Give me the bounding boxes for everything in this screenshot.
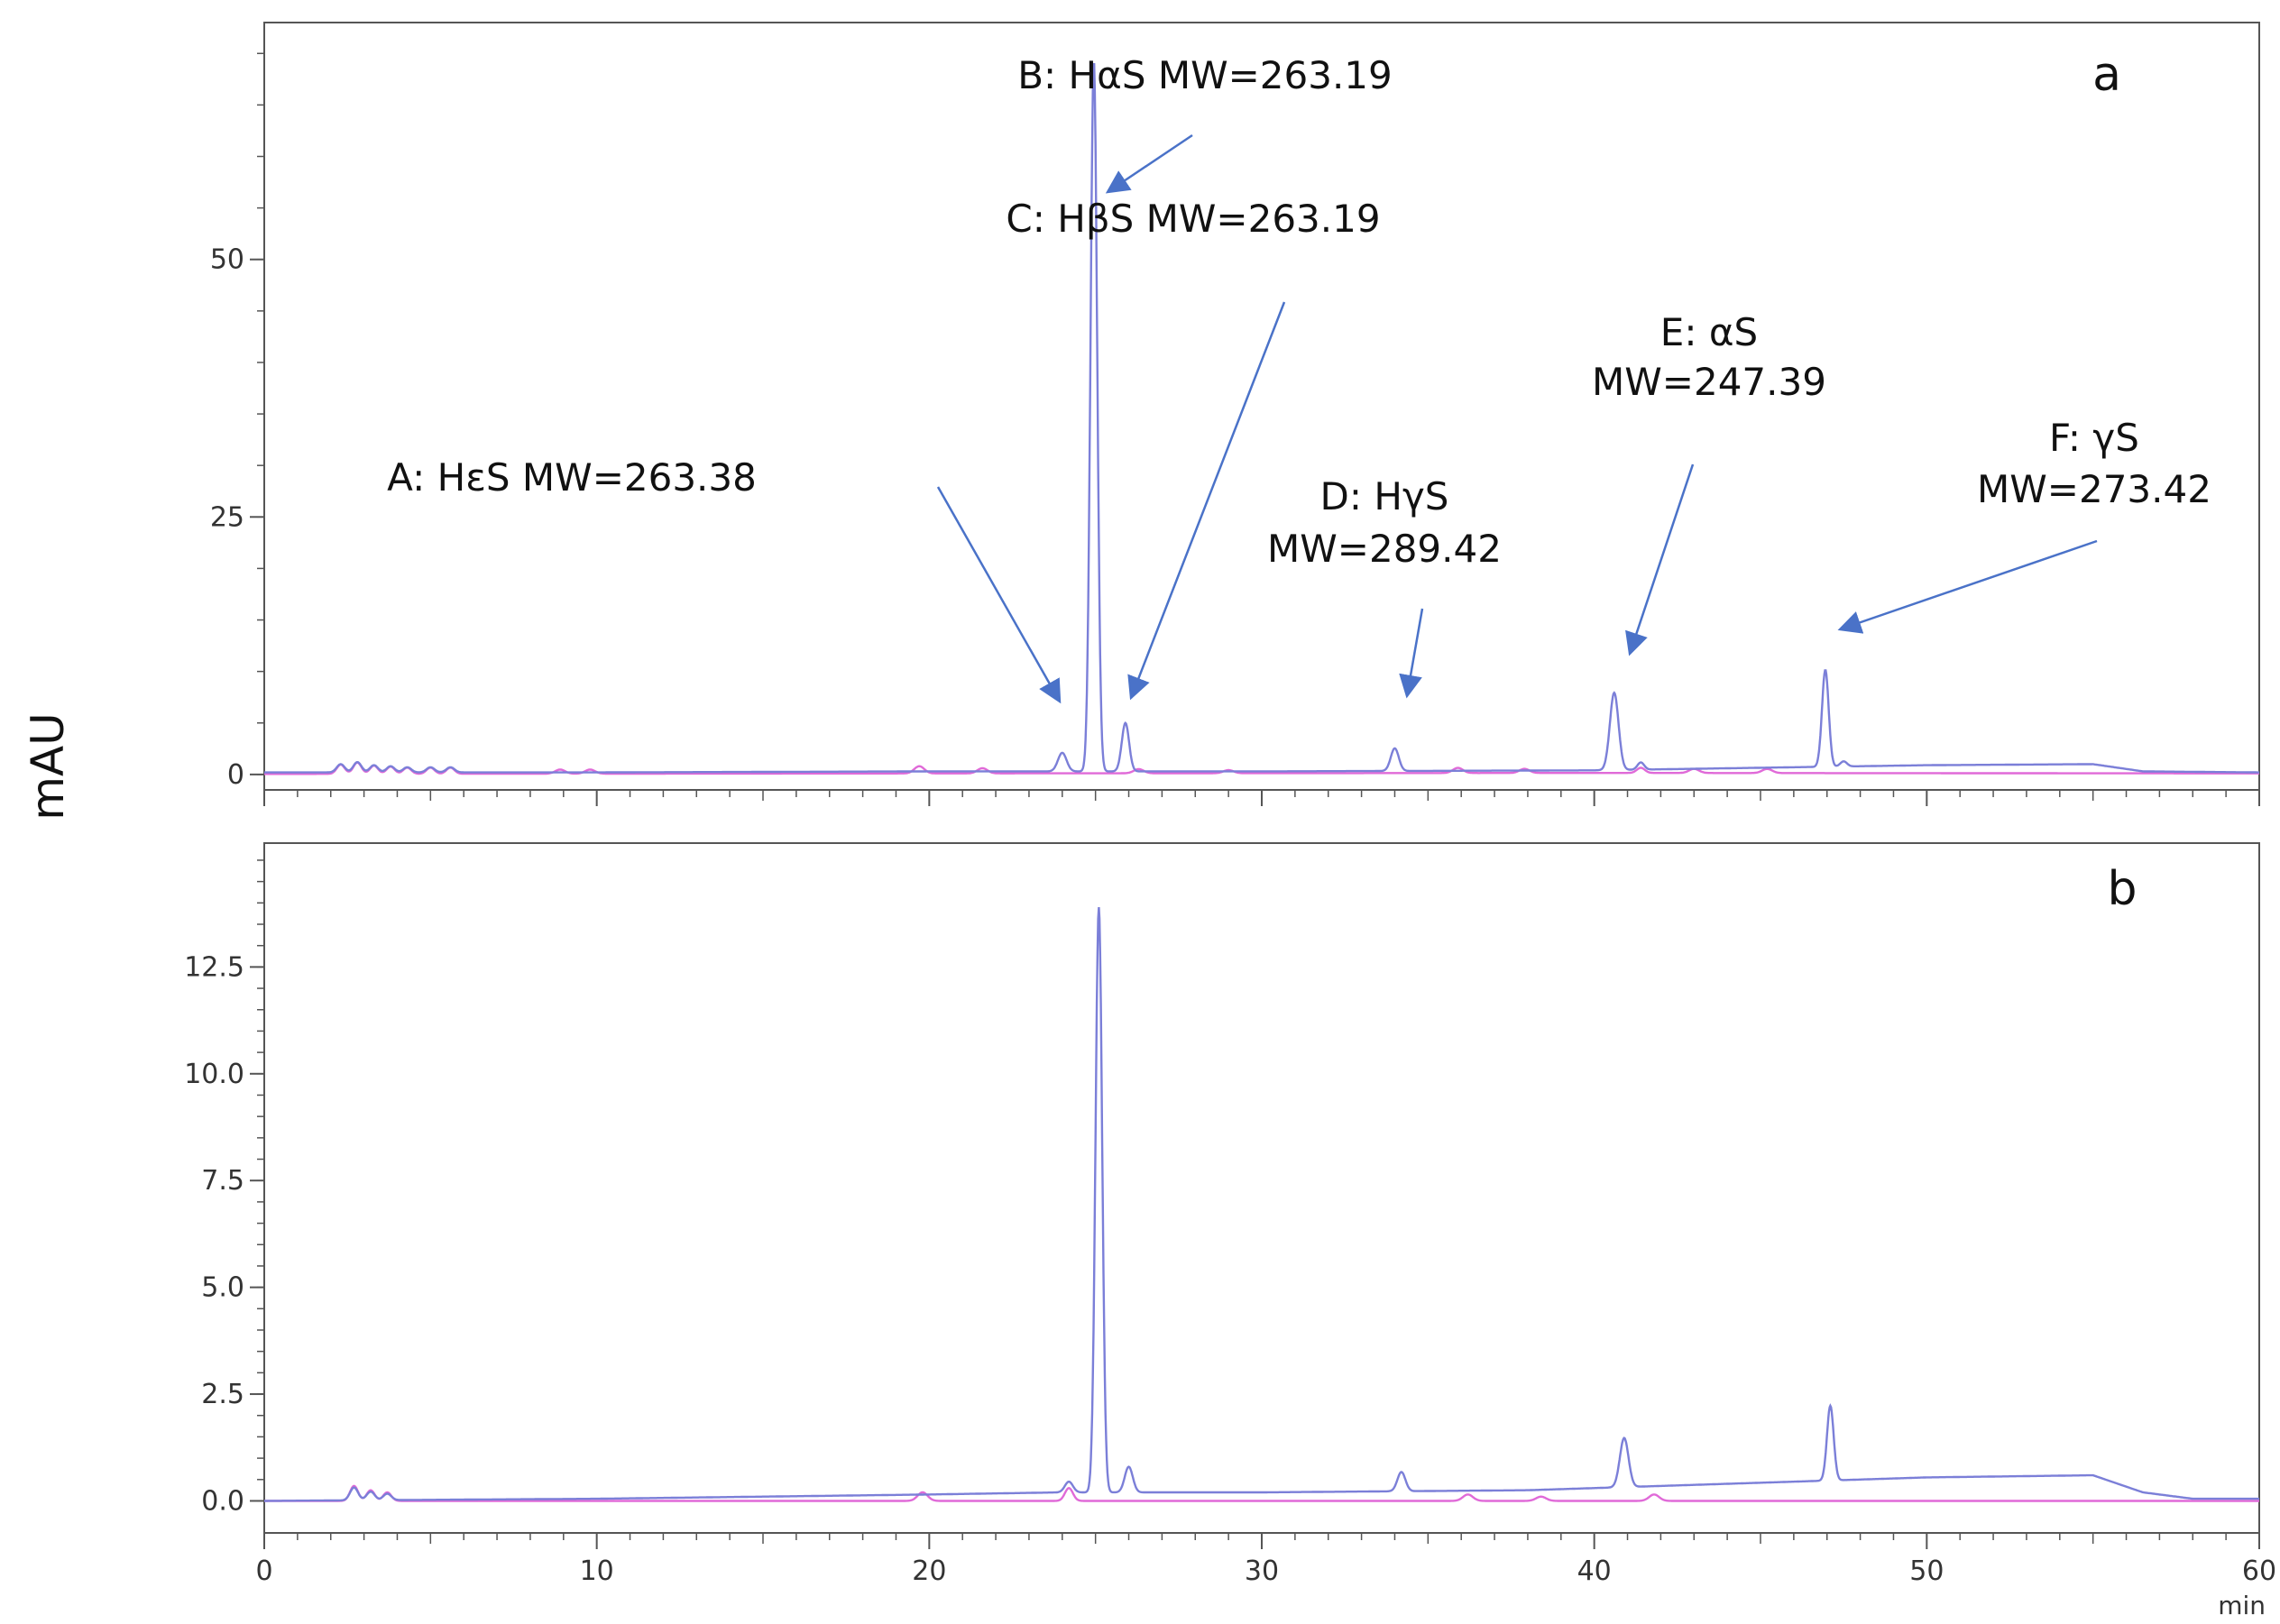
x-tick-label: 50	[1909, 1555, 1944, 1587]
y-tick-label: 0	[227, 759, 244, 791]
panel-letter-b: b	[2107, 862, 2137, 916]
x-axis-unit-label: min	[2218, 1591, 2266, 1620]
peak-arrow-b	[1105, 133, 1193, 194]
x-tick-label: 30	[1245, 1555, 1279, 1587]
series-trace-b-0	[264, 907, 2259, 1502]
y-tick-label: 50	[210, 244, 244, 276]
y-tick-label: 5.0	[201, 1272, 244, 1304]
y-axis-title: mAU	[22, 712, 74, 821]
peak-label-f: MW=273.42	[1977, 467, 2211, 511]
x-tick-label: 20	[912, 1555, 946, 1587]
plot-frame-a	[263, 22, 2260, 791]
panel-a: 0 25 50 a A: HεS MW=263.38 B: HαS MW=263.19 C:…	[210, 22, 2260, 806]
peak-arrow-d	[1399, 608, 1424, 699]
x-tick-label: 60	[2242, 1555, 2276, 1587]
peak-label-b: B: HαS MW=263.19	[1017, 53, 1393, 97]
y-tick-label: 7.5	[201, 1165, 244, 1197]
y-tick-label: 10.0	[184, 1059, 244, 1090]
peak-label-f: F: γS	[2049, 416, 2139, 460]
peak-arrow-c	[1127, 301, 1286, 701]
y-tick-label: 25	[210, 501, 244, 533]
x-tick-label: 0	[255, 1555, 272, 1587]
y-tick-label: 12.5	[184, 951, 244, 983]
x-tick-label: 40	[1577, 1555, 1612, 1587]
plot-frame-b	[263, 842, 2260, 1534]
peak-arrow-f	[1837, 539, 2098, 634]
x-tick-label: 10	[580, 1555, 614, 1587]
y-tick-label: 0.0	[201, 1485, 244, 1517]
peak-label-c: C: HβS MW=263.19	[1006, 197, 1380, 241]
peak-arrow-a	[936, 486, 1062, 704]
peak-label-d: D: HγS	[1320, 474, 1449, 518]
panel-letter-a: a	[2092, 48, 2121, 102]
peak-label-e: MW=247.39	[1592, 360, 1826, 404]
series-trace-a-0	[264, 63, 2259, 774]
peak-arrow-e	[1625, 463, 1695, 656]
peak-label-d: MW=289.42	[1267, 527, 1502, 571]
panel-b: 0.0 2.5 5.0 7.5 10.0 12.5 0 10 20 30 40 50 60 b	[184, 842, 2276, 1587]
peak-label-e: E: αS	[1660, 310, 1758, 354]
series-trace-b-1	[264, 1484, 2259, 1502]
peak-label-a: A: HεS MW=263.38	[387, 455, 757, 500]
y-tick-label: 2.5	[201, 1379, 244, 1410]
